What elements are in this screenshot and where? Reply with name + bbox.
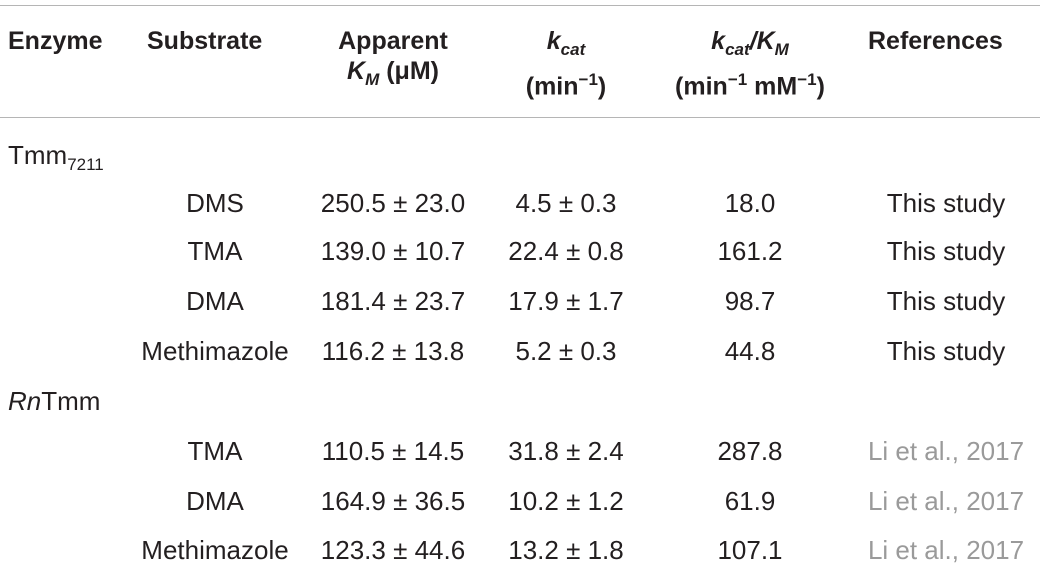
substrate-cell: TMA xyxy=(187,436,243,466)
ratio-cell: 44.8 xyxy=(724,336,776,366)
header-text: mM xyxy=(747,72,798,101)
ratio-cell: 287.8 xyxy=(717,436,783,466)
header-cell: Enzyme xyxy=(8,27,103,55)
header-cell: Substrate xyxy=(147,27,263,55)
header-text: K xyxy=(347,57,366,85)
reference-cell: This study xyxy=(886,336,1006,366)
kcat-cell: 10.2 ± 1.2 xyxy=(508,486,624,516)
header-text: M xyxy=(365,70,380,89)
kcat-cell: 5.2 ± 0.3 xyxy=(515,336,617,366)
group-name: Tmm xyxy=(41,386,101,416)
ratio-cell: 61.9 xyxy=(724,486,776,516)
header-text: k xyxy=(546,27,561,55)
substrate-cell: DMS xyxy=(186,188,244,218)
header-text: k xyxy=(711,27,726,55)
substrate-cell: TMA xyxy=(187,236,243,266)
reference-cell[interactable]: Li et al., 2017 xyxy=(867,436,1025,466)
km-cell: 181.4 ± 23.7 xyxy=(320,286,466,316)
km-cell: 116.2 ± 13.8 xyxy=(321,336,465,366)
header-rule xyxy=(0,117,1040,118)
header-text: Apparent xyxy=(338,27,448,55)
reference-cell: This study xyxy=(886,286,1006,316)
ratio-cell: 98.7 xyxy=(724,286,776,316)
reference-cell: This study xyxy=(886,236,1006,266)
substrate-cell: Methimazole xyxy=(141,535,289,565)
group-name-sub: 7211 xyxy=(67,155,104,175)
header-cell: References xyxy=(868,27,1003,55)
group-name-italic: Rn xyxy=(8,386,42,416)
km-cell: 123.3 ± 44.6 xyxy=(320,535,466,565)
substrate-cell: DMA xyxy=(186,286,244,316)
header-text: (min xyxy=(675,72,728,101)
header-cell: Apparent KM (μM) xyxy=(283,26,503,95)
km-cell: 139.0 ± 10.7 xyxy=(320,236,466,266)
header-text: cat xyxy=(560,40,586,59)
kcat-cell: 22.4 ± 0.8 xyxy=(508,236,624,266)
substrate-cell: DMA xyxy=(186,486,244,516)
header-text: −1 xyxy=(578,70,598,89)
ratio-cell: 161.2 xyxy=(717,236,783,266)
header-text: cat xyxy=(725,40,750,59)
kcat-cell: 31.8 ± 2.4 xyxy=(508,436,624,466)
kcat-cell: 4.5 ± 0.3 xyxy=(515,188,617,218)
ratio-cell: 107.1 xyxy=(717,535,783,565)
kcat-cell: 17.9 ± 1.7 xyxy=(508,286,624,316)
header-cell: kcat/KM (min−1 mM−1) xyxy=(640,26,860,101)
kcat-cell: 13.2 ± 1.8 xyxy=(508,535,624,565)
header-text: (μM) xyxy=(386,57,439,85)
header-text: ) xyxy=(816,72,825,101)
km-cell: 110.5 ± 14.5 xyxy=(321,436,465,466)
header-text: ) xyxy=(597,72,607,101)
reference-cell[interactable]: Li et al., 2017 xyxy=(867,486,1025,516)
km-cell: 164.9 ± 36.5 xyxy=(320,486,466,516)
group-label: Tmm7211 xyxy=(8,140,104,180)
header-text: M xyxy=(774,40,789,59)
substrate-cell: Methimazole xyxy=(141,336,289,366)
header-text: (min xyxy=(525,72,579,101)
ratio-cell: 18.0 xyxy=(724,188,776,218)
reference-cell: This study xyxy=(886,188,1006,218)
group-label: RnTmm xyxy=(8,386,100,416)
header-text: / xyxy=(749,27,757,55)
top-rule xyxy=(0,5,1040,6)
header-text: −1 xyxy=(797,70,817,89)
header-cell: kcat (min−1) xyxy=(466,26,666,101)
header-text: K xyxy=(756,27,775,55)
header-text: −1 xyxy=(727,70,748,89)
km-cell: 250.5 ± 23.0 xyxy=(320,188,466,218)
reference-cell[interactable]: Li et al., 2017 xyxy=(867,535,1025,565)
group-name: Tmm xyxy=(8,140,68,170)
